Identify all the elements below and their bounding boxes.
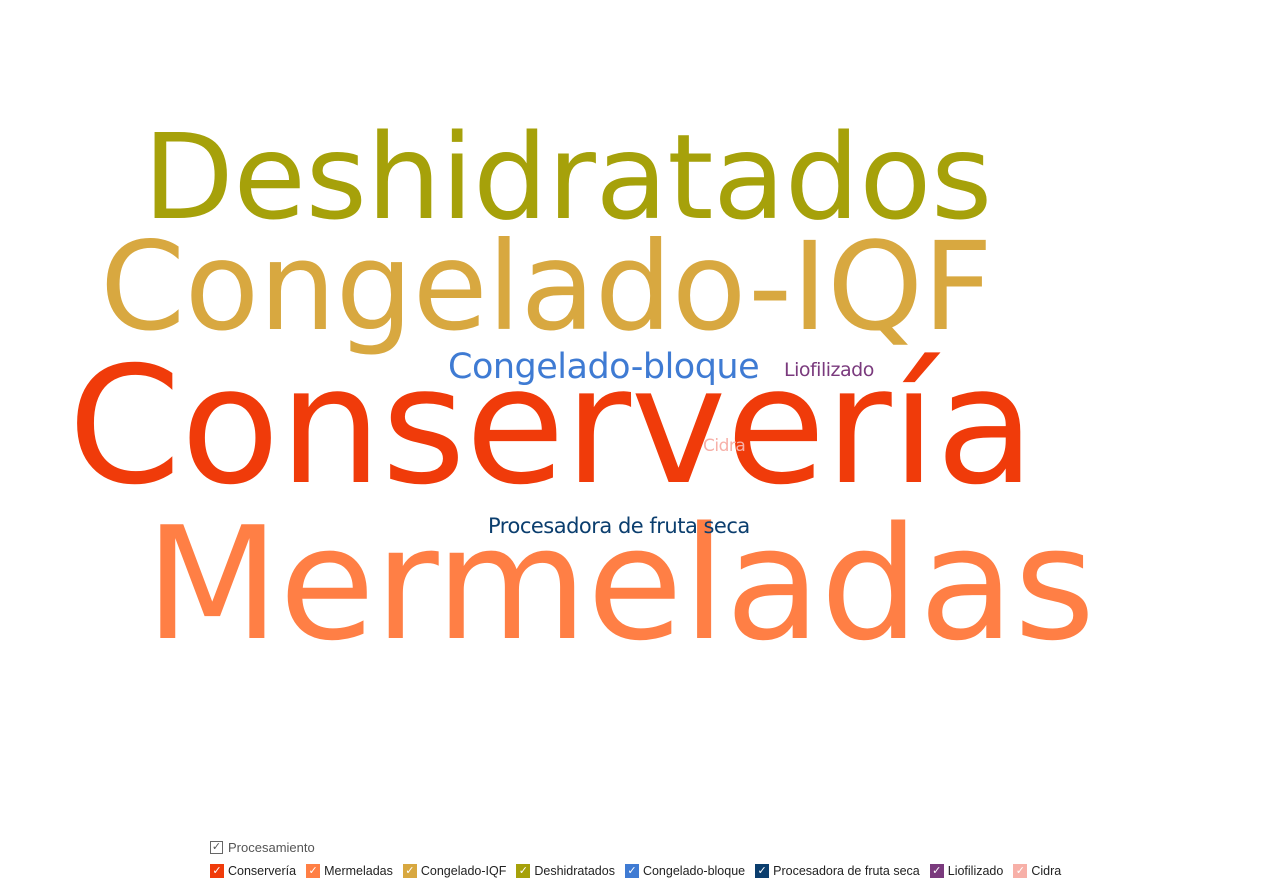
- legend-item-congelado-iqf[interactable]: ✓ Congelado-IQF: [402, 864, 507, 878]
- legend-item-mermeladas[interactable]: ✓ Mermeladas: [306, 864, 393, 878]
- legend-label: Congelado-bloque: [642, 864, 746, 878]
- legend-swatch-check-icon[interactable]: ✓: [210, 864, 224, 878]
- legend-label: Mermeladas: [324, 864, 393, 878]
- legend-swatch-check-icon[interactable]: ✓: [1013, 864, 1028, 878]
- word-congelado-iqf: Congelado-IQF: [100, 216, 993, 358]
- word-congelado-bloque: Congelado-bloque: [448, 347, 760, 387]
- legend-swatch-check-icon[interactable]: ✓: [755, 864, 770, 878]
- word-mermeladas: Mermeladas: [145, 493, 1095, 675]
- legend: ✓ Procesamiento ✓ Conservería ✓ Mermeladas ✓…: [210, 838, 1210, 880]
- legend-item-procesadora-de-fruta-seca[interactable]: ✓ Procesadora de fruta seca: [755, 864, 920, 878]
- legend-swatch-check-icon[interactable]: ✓: [929, 864, 944, 878]
- word-deshidratados: Deshidratados: [143, 108, 992, 246]
- legend-title: Procesamiento: [228, 839, 315, 855]
- word-cidra: Cidra: [703, 436, 746, 456]
- legend-swatch-check-icon[interactable]: ✓: [306, 864, 321, 878]
- word-cloud: Conservería Mermeladas Congelado-IQF Deshid…: [68, 108, 1095, 675]
- word-conserveria: Conservería: [68, 333, 1035, 521]
- legend-item-conserveria[interactable]: ✓ Conservería: [210, 864, 296, 878]
- word-liofilizado: Liofilizado: [784, 359, 874, 381]
- legend-label: Liofilizado: [947, 864, 1004, 878]
- legend-label: Conservería: [228, 864, 297, 878]
- legend-swatch-check-icon[interactable]: ✓: [624, 864, 639, 878]
- legend-label: Cidra: [1031, 864, 1062, 878]
- check-icon[interactable]: ✓: [210, 840, 223, 854]
- word-procesadora-de-fruta-seca: Procesadora de fruta seca: [488, 514, 750, 538]
- legend-items: ✓ Conservería ✓ Mermeladas ✓ Congelado-IQF ✓ De…: [210, 862, 1210, 880]
- legend-item-cidra[interactable]: ✓ Cidra: [1013, 864, 1061, 878]
- legend-label: Procesadora de fruta seca: [773, 864, 920, 878]
- legend-title-row[interactable]: ✓ Procesamiento: [210, 838, 1210, 856]
- legend-item-deshidratados[interactable]: ✓ Deshidratados: [516, 864, 615, 878]
- legend-item-liofilizado[interactable]: ✓ Liofilizado: [929, 864, 1004, 878]
- legend-item-congelado-bloque[interactable]: ✓ Congelado-bloque: [624, 864, 746, 878]
- legend-swatch-check-icon[interactable]: ✓: [402, 864, 417, 878]
- legend-label: Congelado-IQF: [420, 864, 507, 878]
- legend-label: Deshidratados: [534, 864, 615, 878]
- legend-swatch-check-icon[interactable]: ✓: [516, 864, 531, 878]
